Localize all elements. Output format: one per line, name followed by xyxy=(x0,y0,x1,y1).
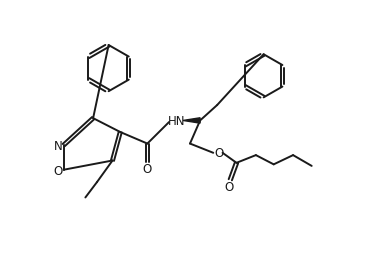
Text: O: O xyxy=(143,163,152,176)
Polygon shape xyxy=(183,118,200,124)
Text: O: O xyxy=(224,181,233,193)
Text: O: O xyxy=(54,164,63,177)
Text: HN: HN xyxy=(168,115,186,128)
Text: N: N xyxy=(54,139,63,152)
Text: O: O xyxy=(214,147,223,160)
